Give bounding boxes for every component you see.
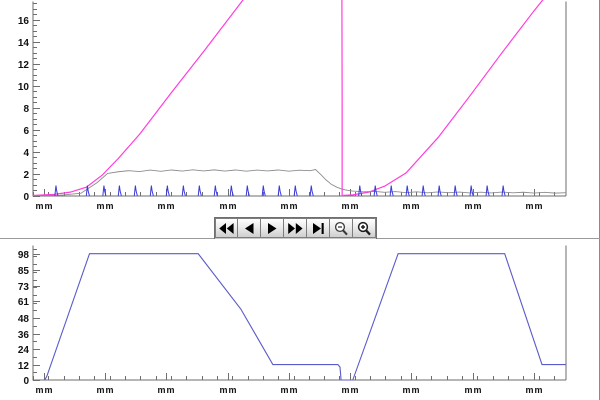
fast-forward-icon: [287, 222, 304, 235]
zoom-in-icon: [356, 221, 372, 236]
x-tick-label: mm: [35, 201, 53, 211]
top-chart[interactable]: mm mm mm mm mm mm mm mm mm 0 2 4 6 8 10 12 14 16: [0, 0, 600, 216]
rewind-icon: [218, 222, 235, 235]
zoom-out-button[interactable]: [330, 218, 353, 238]
y-tick-label: 14: [18, 38, 30, 49]
x-tick-label: mm: [464, 201, 482, 211]
top-chart-series: [33, 0, 566, 196]
x-tick-label: mm: [219, 385, 237, 395]
y-tick-label: 0: [23, 376, 29, 387]
x-tick-label: mm: [525, 385, 543, 395]
x-tick-label: mm: [525, 201, 543, 211]
signal-viewer-app: mmmmmmmmmmmmmmmmmm 0246810121416: [0, 0, 600, 400]
y-tick-label: 36: [18, 330, 30, 341]
playback-toolbar: [214, 217, 377, 241]
y-tick-label: 2: [23, 170, 29, 181]
y-tick-label: 73: [18, 282, 30, 293]
x-tick-label: mm: [157, 201, 175, 211]
bottom-chart-axes: [33, 246, 566, 381]
x-tick-label: mm: [341, 385, 359, 395]
skip-to-end-icon: [311, 222, 326, 235]
x-tick-label: mm: [464, 385, 482, 395]
y-tick-label: 24: [18, 345, 30, 356]
x-tick-label: mm: [35, 385, 53, 395]
y-tick-label: 4: [23, 148, 29, 159]
step-back-button[interactable]: [238, 218, 261, 238]
series-event-spikes: [55, 186, 505, 196]
fast-forward-button[interactable]: [284, 218, 307, 238]
play-button[interactable]: [261, 218, 284, 238]
y-tick-label: 12: [18, 60, 30, 71]
x-tick-label: mm: [157, 385, 175, 395]
x-tick-label: mm: [402, 201, 420, 211]
y-tick-label: 8: [23, 104, 29, 115]
x-tick-label: mm: [219, 201, 237, 211]
x-tick-label: mm: [341, 201, 359, 211]
rewind-to-start-button[interactable]: [215, 218, 238, 238]
y-tick-label: 10: [18, 82, 30, 93]
series-trapezoid-level: [45, 254, 566, 380]
bottom-chart[interactable]: mm mm mm mm mm mm mm mm mm 0 12 24 36 48 61 73 85 98: [0, 240, 600, 400]
top-chart-axes: [33, 2, 566, 197]
step-back-icon: [242, 222, 256, 235]
y-tick-label: 0: [23, 192, 29, 203]
x-tick-label: mm: [280, 385, 298, 395]
y-tick-label: 98: [18, 250, 30, 261]
x-tick-label: mm: [96, 201, 114, 211]
zoom-in-button[interactable]: [353, 218, 376, 238]
bottom-chart-x-tick-labels: mm mm mm mm mm mm mm mm mm: [35, 385, 543, 395]
x-tick-label: mm: [280, 201, 298, 211]
top-chart-x-tick-labels: mm mm mm mm mm mm mm mm mm: [35, 201, 543, 211]
x-tick-label: mm: [402, 385, 420, 395]
series-cumulative-ramp: [33, 0, 566, 195]
y-tick-label: 6: [23, 126, 29, 137]
bottom-chart-y-tick-labels: 0 12 24 36 48 61 73 85 98: [18, 250, 30, 387]
play-icon: [265, 222, 279, 235]
x-tick-label: mm: [96, 385, 114, 395]
y-tick-label: 16: [18, 16, 30, 27]
y-tick-label: 85: [18, 266, 30, 277]
top-chart-y-tick-labels: 0 2 4 6 8 10 12 14 16: [18, 16, 30, 203]
y-tick-label: 48: [18, 314, 30, 325]
zoom-out-icon: [333, 221, 349, 236]
bottom-chart-series: [45, 254, 566, 380]
y-tick-label: 61: [18, 297, 30, 308]
skip-to-end-button[interactable]: [307, 218, 330, 238]
y-tick-label: 12: [18, 361, 30, 372]
